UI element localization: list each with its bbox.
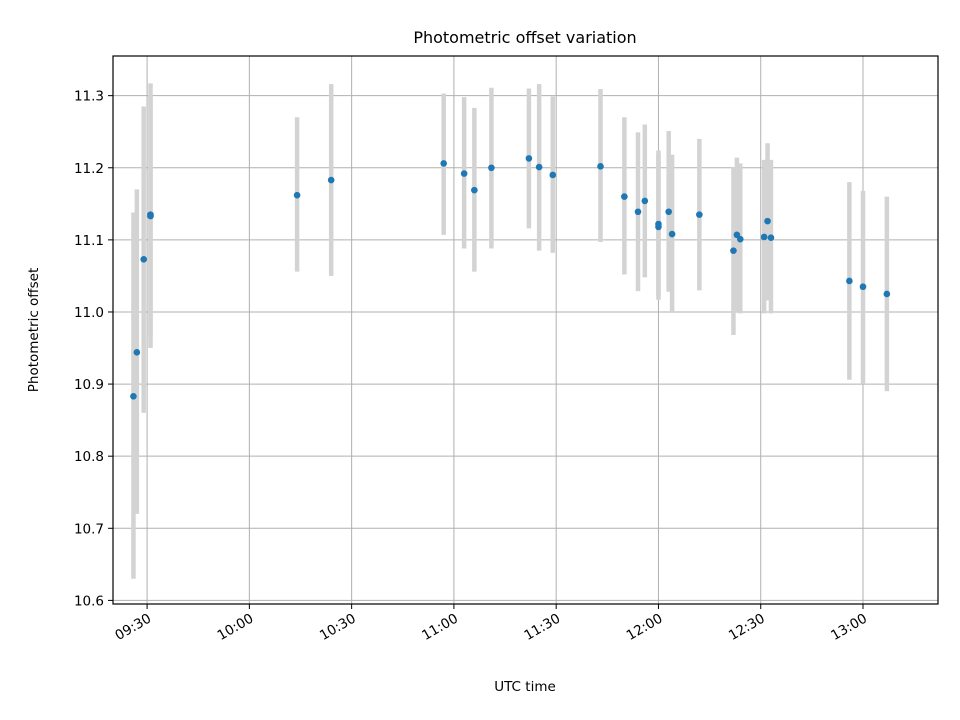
data-point (147, 211, 154, 218)
y-axis-label: Photometric offset (26, 268, 42, 392)
data-point (597, 163, 604, 170)
data-point (471, 186, 478, 194)
data-point (696, 211, 703, 218)
data-point (665, 208, 672, 216)
data-point (327, 176, 335, 184)
y-tick-label: 11.0 (74, 305, 104, 321)
data-point (535, 163, 543, 171)
data-point (730, 247, 737, 254)
y-tick-label: 10.9 (74, 377, 104, 393)
y-tick-label: 10.8 (74, 449, 104, 465)
data-point (668, 230, 676, 238)
data-point (641, 197, 649, 205)
chart-title: Photometric offset variation (413, 28, 636, 47)
grid (113, 56, 938, 604)
data-point (764, 217, 771, 225)
data-point (293, 191, 301, 199)
data-point (634, 208, 642, 216)
data-point (133, 349, 141, 356)
data-point (655, 220, 662, 228)
data-point (883, 290, 891, 298)
y-tick-label: 11.2 (74, 161, 104, 177)
data-point (767, 234, 775, 242)
data-point (440, 160, 447, 167)
data-point (488, 164, 495, 172)
y-axis: 10.6 10.7 10.8 10.9 11.0 11.1 11.2 11.3 (74, 89, 113, 609)
data-point (130, 393, 137, 400)
data-point (859, 283, 867, 291)
plot-frame (112, 55, 939, 605)
data-point (549, 171, 557, 179)
y-tick-label: 10.7 (74, 521, 104, 537)
data-point (736, 235, 744, 243)
data-point (525, 155, 533, 162)
data-point (846, 277, 853, 285)
data-point (460, 170, 468, 177)
data-point (140, 256, 147, 263)
data-point (621, 193, 628, 200)
y-tick-label: 11.1 (74, 233, 104, 249)
data-point (760, 233, 768, 241)
y-tick-label: 10.6 (74, 593, 104, 609)
x-axis-label: UTC time (494, 679, 556, 695)
y-tick-label: 11.3 (74, 89, 104, 105)
data-points (130, 155, 891, 400)
